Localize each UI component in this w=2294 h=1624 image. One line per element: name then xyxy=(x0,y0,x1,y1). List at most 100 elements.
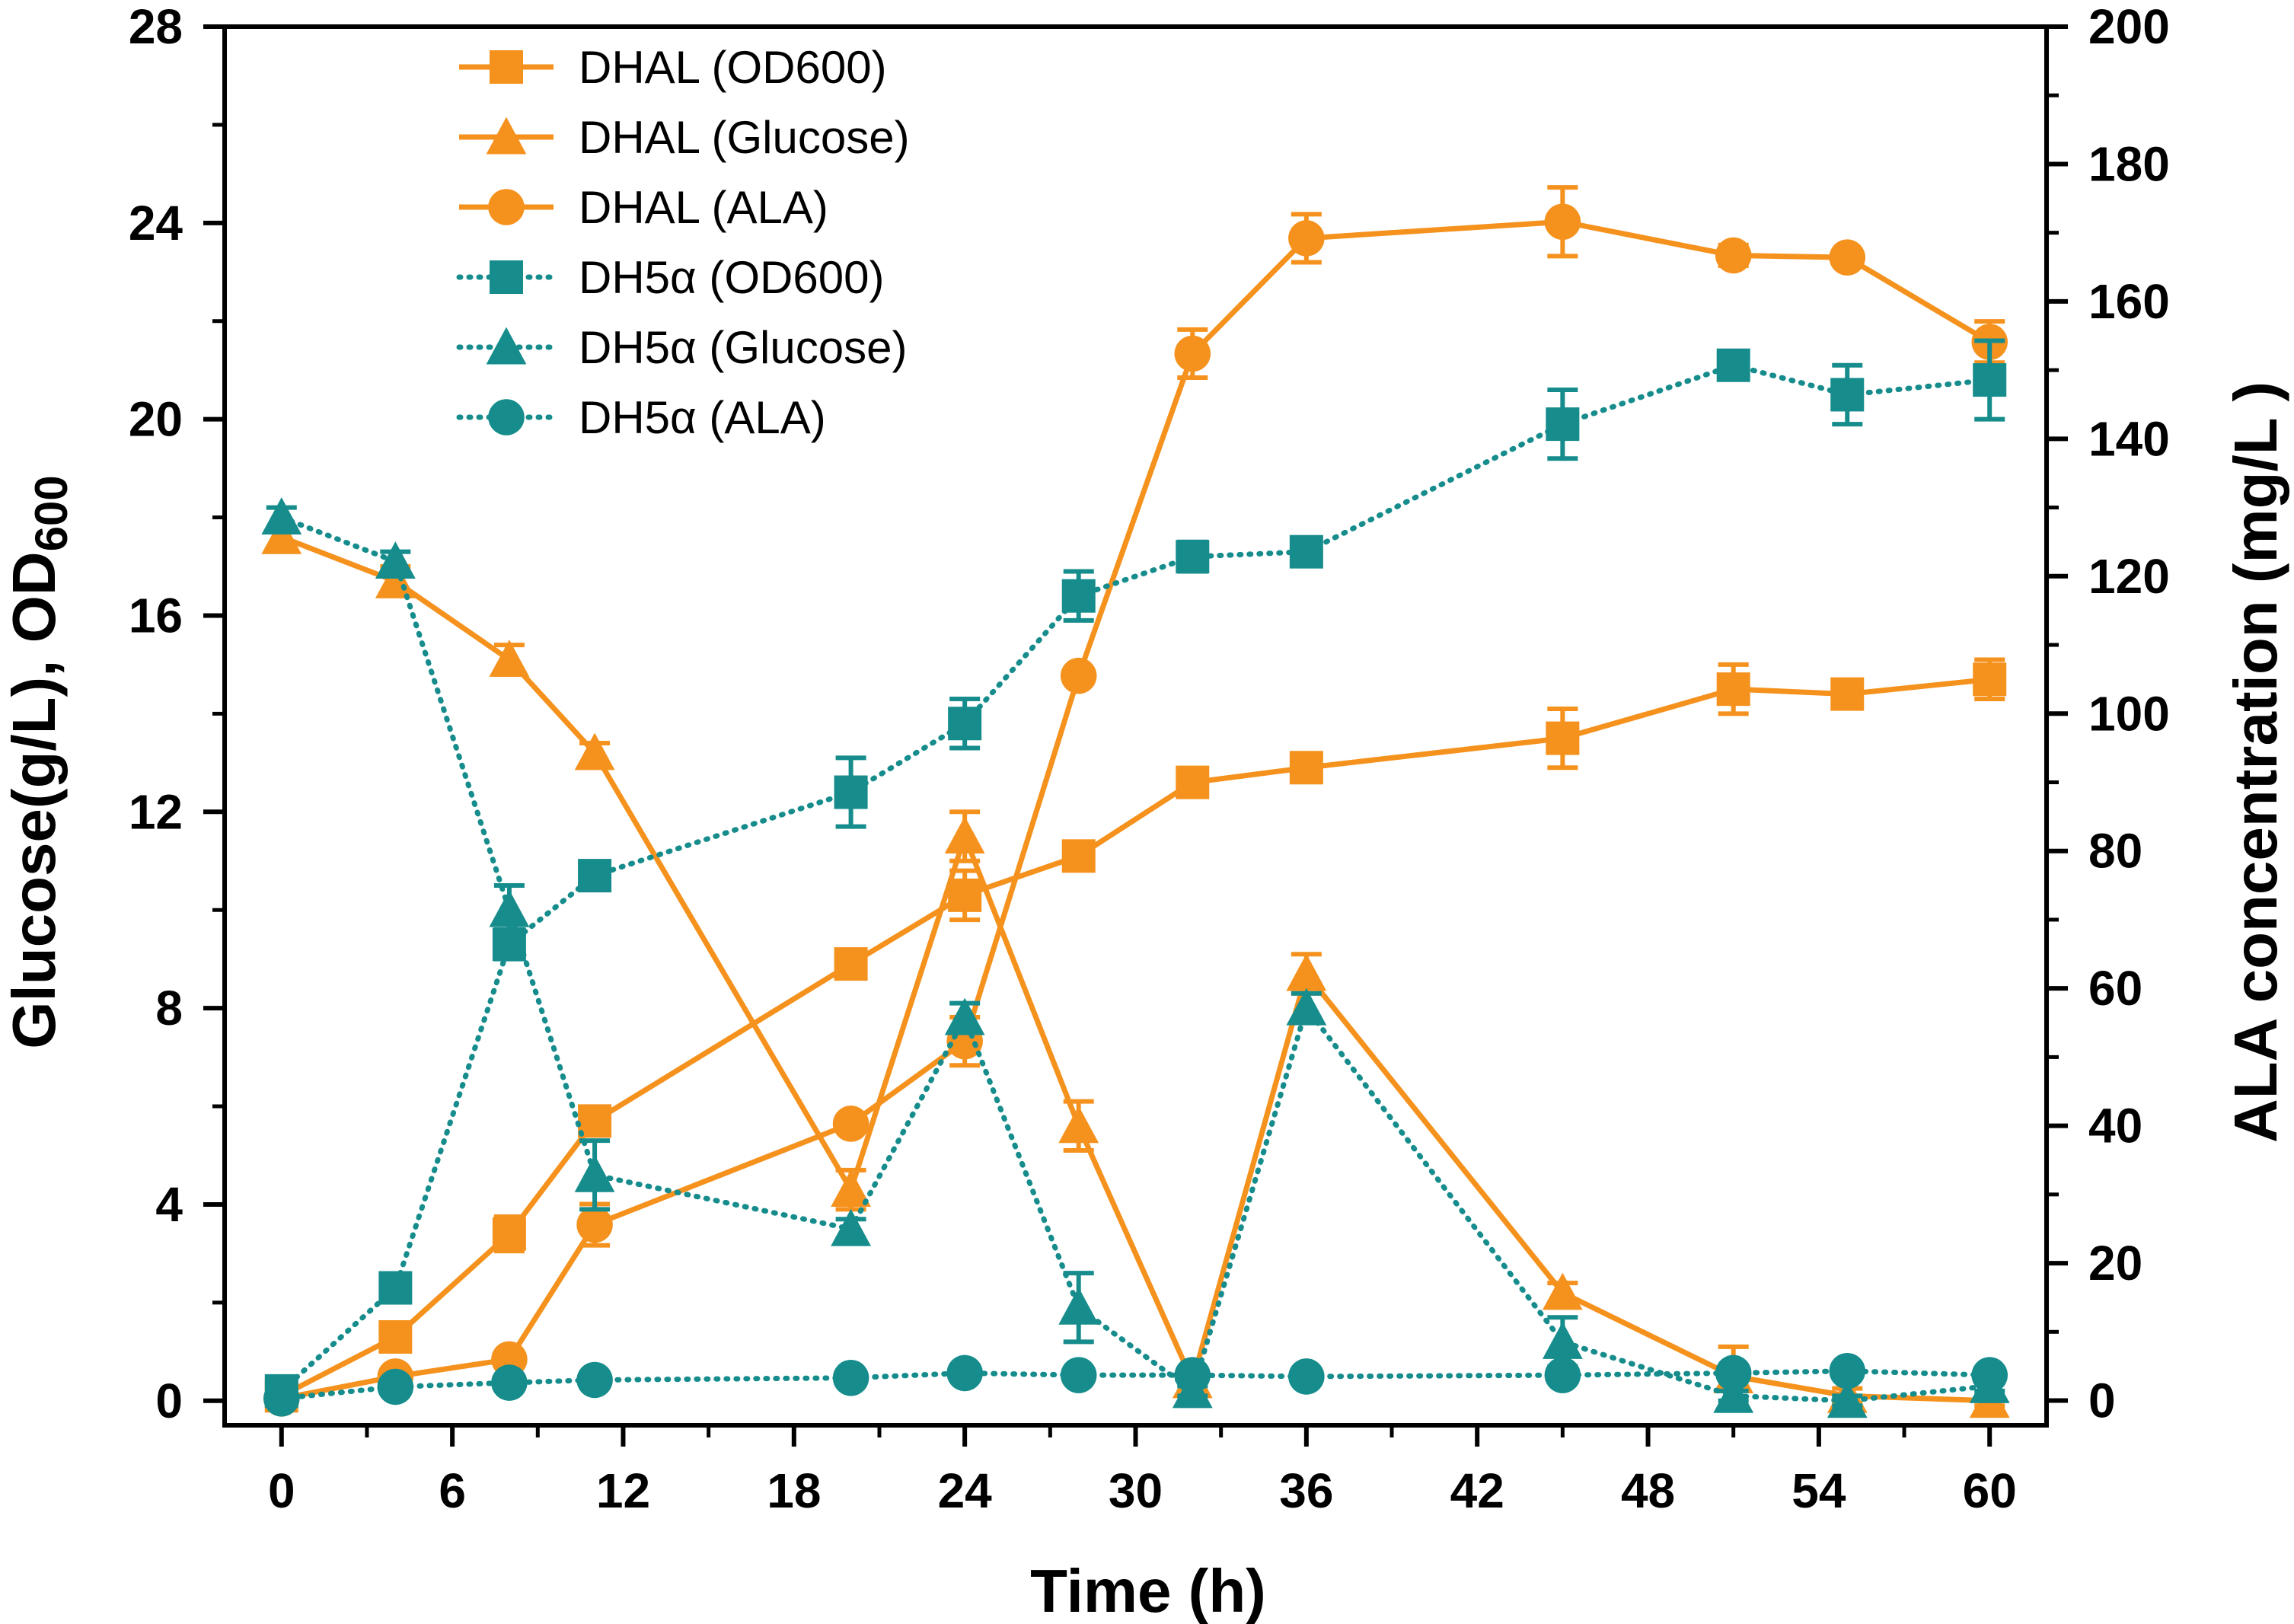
y-right-tick-label: 40 xyxy=(2088,1099,2142,1153)
data-point xyxy=(1542,1322,1583,1359)
data-point xyxy=(1830,378,1865,412)
data-point xyxy=(261,497,302,535)
data-point xyxy=(1174,335,1211,372)
data-point xyxy=(378,1271,413,1305)
data-point xyxy=(1286,953,1327,991)
legend-label: DHAL (Glucose) xyxy=(579,112,910,163)
data-point xyxy=(1715,1354,1752,1392)
data-point xyxy=(263,1380,300,1417)
y-right-tick-label: 0 xyxy=(2088,1374,2116,1428)
data-point xyxy=(1829,1352,1866,1389)
y-left-tick-label: 16 xyxy=(129,588,183,643)
x-tick-label: 48 xyxy=(1621,1463,1675,1518)
legend-label: DHAL (ALA) xyxy=(579,182,828,233)
y-right-tick-label: 80 xyxy=(2088,824,2142,879)
series-dh5a-ala xyxy=(263,1352,2008,1417)
y-left-tick-label: 28 xyxy=(129,0,183,54)
legend-label: DH5α (Glucose) xyxy=(579,322,907,373)
data-point xyxy=(944,997,985,1035)
y-right-tick-label: 140 xyxy=(2088,411,2170,466)
legend-label: DH5α (OD600) xyxy=(579,252,884,303)
data-point xyxy=(375,541,416,579)
y-right-tick-label: 200 xyxy=(2088,0,2170,54)
data-point xyxy=(489,640,530,677)
data-point xyxy=(491,1364,528,1401)
y-left-tick-label: 8 xyxy=(155,981,183,1035)
legend-marker xyxy=(486,327,527,365)
data-point xyxy=(1286,987,1327,1026)
plot-area xyxy=(261,185,2010,1418)
legend-marker xyxy=(486,116,527,155)
data-point xyxy=(831,1169,871,1208)
data-point xyxy=(1973,662,2007,697)
data-point xyxy=(378,1319,413,1354)
data-point xyxy=(1716,348,1750,382)
data-point xyxy=(1060,1357,1097,1393)
y-axis-title-right: ALA concentration (mg/L ) xyxy=(2222,381,2289,1143)
y-left-tick-label: 12 xyxy=(129,784,183,839)
data-point xyxy=(1289,751,1323,785)
y-left-tick-label: 24 xyxy=(129,196,183,250)
data-point xyxy=(576,1361,613,1399)
data-point xyxy=(948,878,982,912)
y-right-tick-label: 180 xyxy=(2088,136,2170,191)
data-point xyxy=(1058,1287,1099,1325)
x-tick-label: 18 xyxy=(767,1463,821,1518)
y-axis-title-left-subscript: 600 xyxy=(26,475,77,551)
legend-label: DH5α (ALA) xyxy=(579,392,826,443)
data-point xyxy=(834,775,868,809)
data-point xyxy=(1542,1272,1583,1310)
y-left-tick-label: 0 xyxy=(155,1374,183,1428)
x-tick-label: 12 xyxy=(596,1463,650,1518)
data-point xyxy=(1174,1357,1211,1393)
x-tick-label: 54 xyxy=(1791,1463,1846,1518)
series-dhal-od600 xyxy=(264,657,2007,1413)
data-point xyxy=(1829,239,1866,276)
data-point xyxy=(1058,1106,1099,1144)
data-point xyxy=(1971,1357,2008,1393)
y-right-tick-label: 160 xyxy=(2088,274,2170,329)
data-point xyxy=(944,816,985,853)
data-point xyxy=(1827,1380,1868,1418)
y-left-tick-label: 4 xyxy=(155,1177,183,1232)
data-point xyxy=(1715,237,1752,274)
x-tick-label: 24 xyxy=(938,1463,993,1518)
data-point xyxy=(832,1106,869,1142)
data-point xyxy=(1289,534,1323,569)
series-dh5a-glucose xyxy=(261,497,2010,1418)
legend-marker xyxy=(490,50,523,84)
y-right-tick-label: 60 xyxy=(2088,961,2142,1016)
series-line-dh5a-glucose xyxy=(279,515,1992,1404)
x-tick-label: 42 xyxy=(1450,1463,1504,1518)
data-point xyxy=(1176,540,1210,574)
data-point xyxy=(574,1154,615,1192)
x-tick-label: 0 xyxy=(268,1463,295,1518)
legend-entry: DHAL (Glucose) xyxy=(459,112,910,163)
data-point xyxy=(1060,657,1097,694)
y-axis-title-left: Glucose(g/L), OD600 xyxy=(0,475,77,1048)
x-tick-label: 6 xyxy=(439,1463,466,1518)
data-point xyxy=(377,1368,414,1405)
x-tick-label: 36 xyxy=(1279,1463,1333,1518)
x-tick-label: 30 xyxy=(1109,1463,1163,1518)
y-right-tick-label: 20 xyxy=(2088,1236,2142,1291)
data-point xyxy=(1288,1358,1325,1395)
data-point xyxy=(492,1217,526,1251)
legend-entry: DH5α (ALA) xyxy=(456,392,826,443)
data-point xyxy=(1061,579,1096,613)
data-point xyxy=(946,1354,983,1392)
x-tick-label: 60 xyxy=(1963,1463,2017,1518)
data-point xyxy=(1176,765,1210,799)
legend-entry: DHAL (OD600) xyxy=(459,42,887,93)
legend: DHAL (OD600) DHAL (Glucose) DHAL (ALA) DH5α… xyxy=(456,42,910,443)
data-point xyxy=(1546,407,1580,442)
data-point xyxy=(1546,721,1580,755)
data-point xyxy=(1288,220,1325,257)
y-axis-title-left-main: Glucose(g/L), OD xyxy=(0,551,68,1048)
y-right-tick-label: 120 xyxy=(2088,549,2170,604)
data-point xyxy=(574,732,615,771)
series-dhal-glucose xyxy=(261,516,2010,1418)
data-point xyxy=(1061,839,1096,873)
data-point xyxy=(1544,203,1581,241)
